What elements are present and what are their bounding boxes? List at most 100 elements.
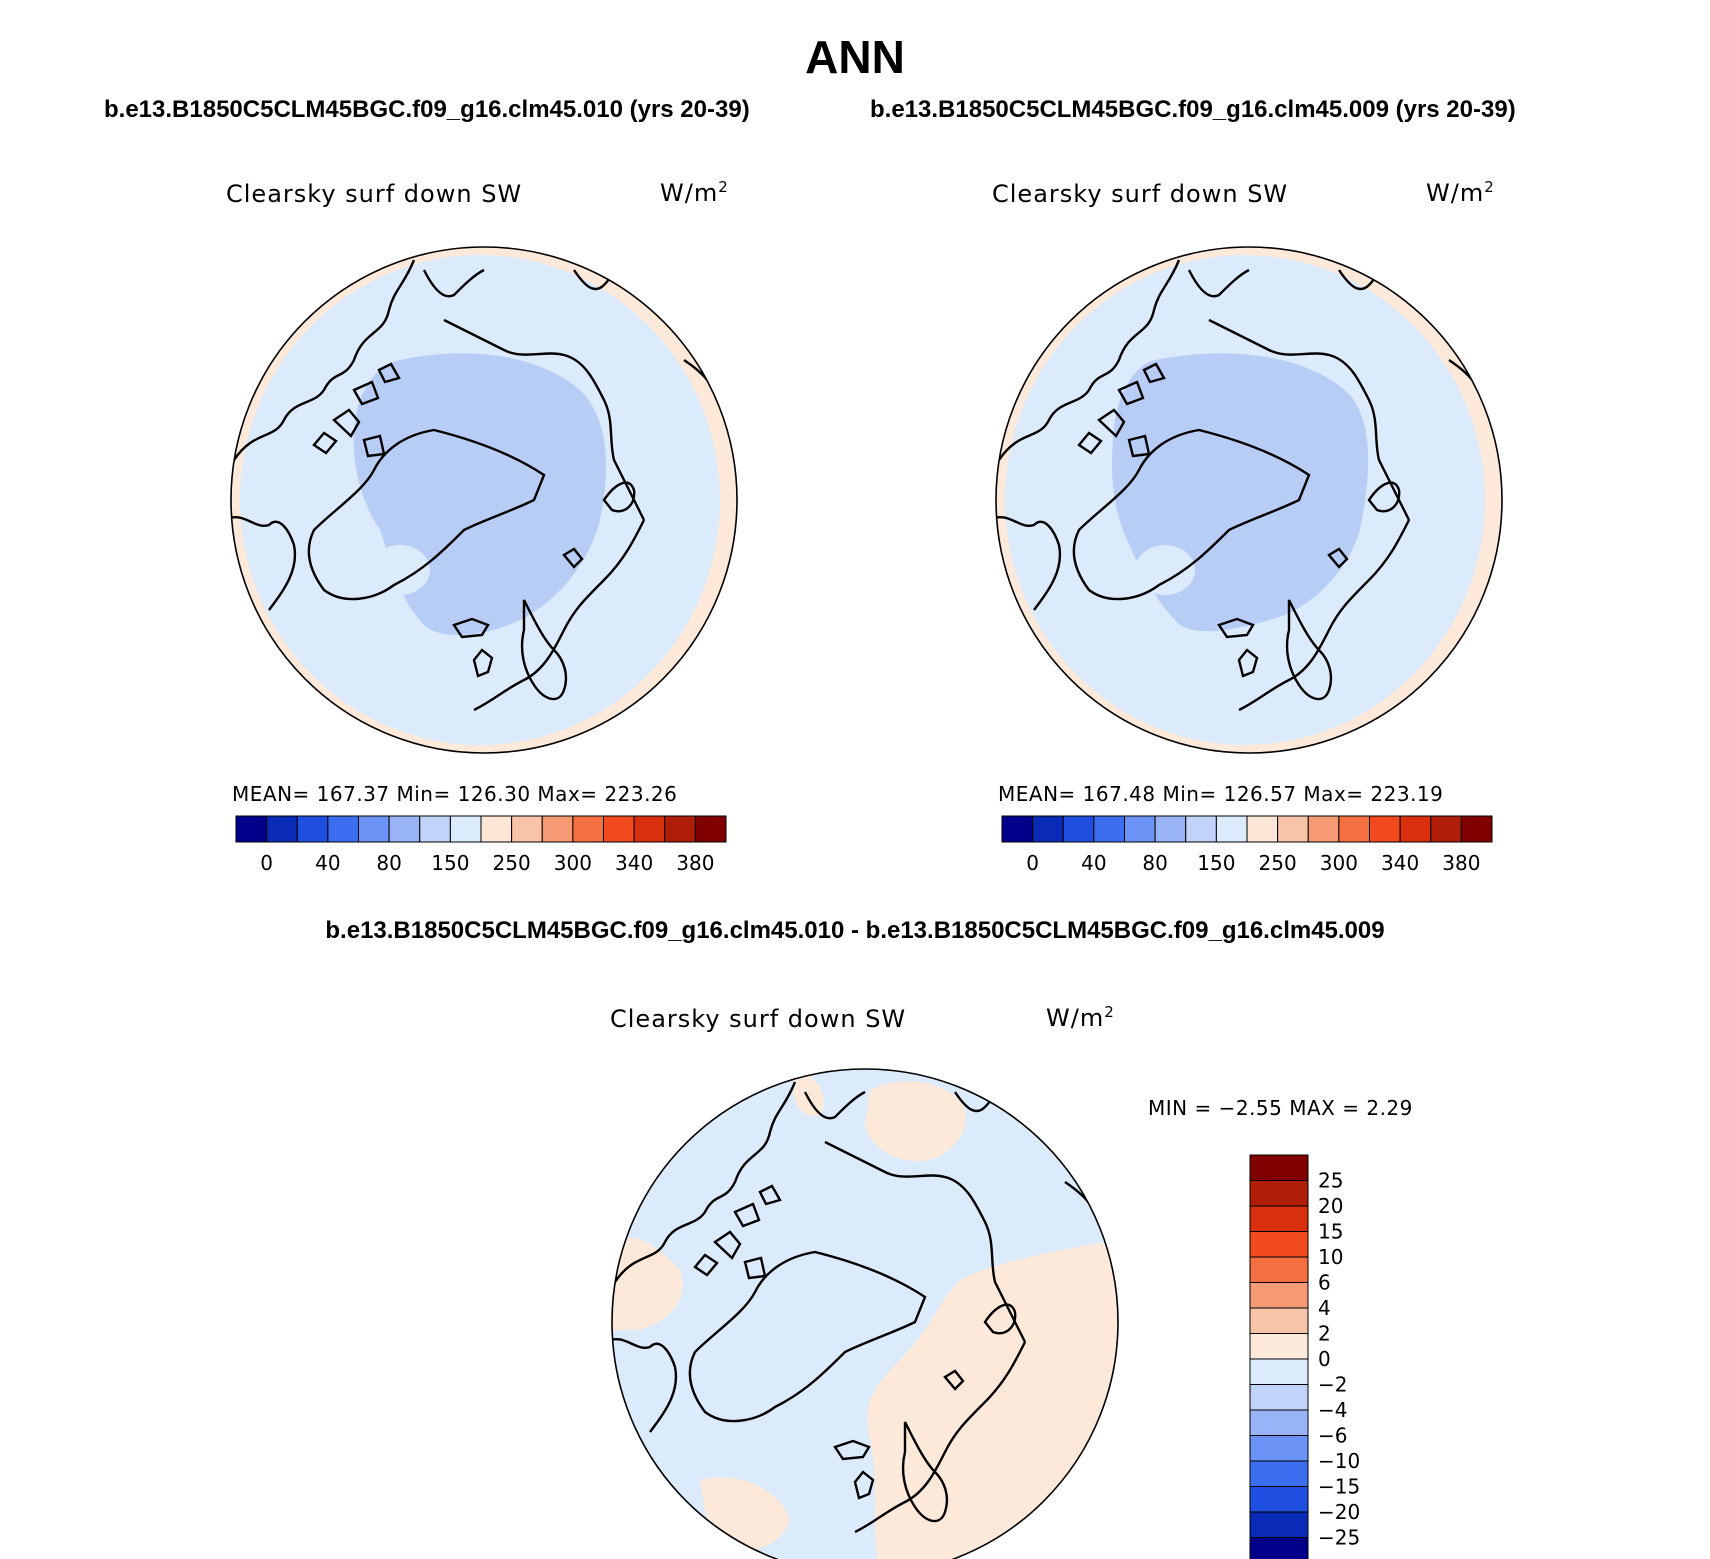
panel-1-colorbar-swatch-1 <box>266 815 298 843</box>
difference-colorbar-swatch-14 <box>1249 1511 1309 1538</box>
difference-colorbar-swatch-1 <box>1249 1180 1309 1207</box>
panel-1-colorbar: 0 40 80 150 250 300 340 380 <box>235 815 727 875</box>
difference-map-positive-region-west <box>612 1237 683 1330</box>
panel-1-colorbar-swatch-6 <box>419 815 451 843</box>
panel-2-colorbar-swatch-8 <box>1246 815 1279 843</box>
panel-1-colorbar-tick-label: 340 <box>615 851 653 875</box>
panel-1-colorbar-swatch-5 <box>388 815 421 843</box>
difference-colorbar-swatch-7 <box>1249 1333 1309 1360</box>
difference-colorbar-swatch-5 <box>1249 1282 1309 1309</box>
panel-2-colorbar-tick-label: 40 <box>1081 851 1106 875</box>
difference-colorbar-swatch-0 <box>1249 1154 1309 1181</box>
difference-colorbar-swatch-3 <box>1249 1231 1309 1258</box>
panel-1-colorbar-swatch-7 <box>449 815 482 843</box>
difference-colorbar-swatch-4 <box>1249 1256 1309 1283</box>
panel-2-colorbar-swatch-13 <box>1399 815 1432 843</box>
panel-1-colorbar-swatch-0 <box>235 815 268 843</box>
panel-2-colorbar-swatch-9 <box>1277 815 1309 843</box>
panel-2-colorbar-swatch-14 <box>1430 815 1462 843</box>
panel-1-colorbar-swatch-2 <box>296 815 329 843</box>
difference-colorbar-tick-label: −25 <box>1318 1526 1360 1550</box>
panel-1-colorbar-swatch-3 <box>327 815 359 843</box>
difference-colorbar-swatch-12 <box>1249 1460 1309 1487</box>
panel-2-colorbar-tick-label: 150 <box>1197 851 1235 875</box>
panel-1-colorbar-swatch-14 <box>664 815 696 843</box>
panel-2-colorbar-swatch-2 <box>1062 815 1095 843</box>
panel-2-colorbar-tick-label: 300 <box>1320 851 1358 875</box>
difference-colorbar-tick-label: −4 <box>1318 1398 1347 1422</box>
difference-colorbar-tick-label: 4 <box>1318 1296 1331 1320</box>
panel-1-colorbar-tick-label: 250 <box>493 851 531 875</box>
panel-1-colorbar-swatch-10 <box>541 815 574 843</box>
panel-1-colorbar-tick-label: 40 <box>315 851 340 875</box>
panel-1-colorbar-swatch-4 <box>358 815 390 843</box>
difference-colorbar-swatch-9 <box>1249 1384 1309 1411</box>
difference-colorbar-tick-label: 2 <box>1318 1322 1331 1346</box>
panel-2-colorbar-swatch-15 <box>1460 815 1493 843</box>
panel-2-colorbar-swatch-6 <box>1185 815 1217 843</box>
panel-1-colorbar-swatch-12 <box>603 815 635 843</box>
panel-2-colorbar-tick-label: 340 <box>1381 851 1419 875</box>
figure-title: ANN <box>805 31 905 83</box>
panel-1-case-title: b.e13.B1850C5CLM45BGC.f09_g16.clm45.010 … <box>104 96 750 123</box>
difference-map-positive-region-north <box>865 1081 966 1161</box>
panel-2-colorbar-tick-label: 380 <box>1442 851 1480 875</box>
panel-2-colorbar-swatch-3 <box>1093 815 1125 843</box>
difference-colorbar-tick-label: −2 <box>1318 1373 1347 1397</box>
panel-1-colorbar-swatch-8 <box>480 815 513 843</box>
difference-colorbar-swatch-6 <box>1249 1307 1309 1334</box>
panel-2-colorbar-tick-label: 250 <box>1259 851 1297 875</box>
difference-colorbar-swatch-13 <box>1249 1486 1309 1513</box>
difference-variable: Clearsky surf down SW <box>610 1005 907 1033</box>
panel-2-units: W/m2 <box>1426 178 1495 207</box>
panel-1-colorbar-tick-label: 300 <box>554 851 592 875</box>
difference-colorbar-tick-label: −10 <box>1318 1449 1360 1473</box>
panel-2-colorbar-swatch-11 <box>1338 815 1370 843</box>
panel-2-colorbar: 0 40 80 150 250 300 340 380 <box>1001 815 1493 875</box>
difference-colorbar-tick-label: −20 <box>1318 1500 1360 1524</box>
difference-colorbar-tick-label: 6 <box>1318 1271 1331 1295</box>
panel-2-colorbar-swatch-1 <box>1032 815 1064 843</box>
panel-2-colorbar-swatch-5 <box>1154 815 1187 843</box>
difference-colorbar-tick-label: 0 <box>1318 1347 1331 1371</box>
panel-1-colorbar-swatch-11 <box>572 815 604 843</box>
panel-2-colorbar-swatch-7 <box>1215 815 1248 843</box>
panel-2-colorbar-swatch-10 <box>1307 815 1340 843</box>
difference-colorbar-tick-label: 20 <box>1318 1194 1343 1218</box>
difference-colorbar-tick-label: −6 <box>1318 1424 1347 1448</box>
panel-1-colorbar-swatch-15 <box>694 815 727 843</box>
panel-2-colorbar-swatch-4 <box>1124 815 1156 843</box>
difference-units: W/m2 <box>1046 1003 1115 1032</box>
panel-2-colorbar-swatch-12 <box>1369 815 1401 843</box>
panel-1-variable: Clearsky surf down SW <box>226 180 523 208</box>
difference-title: b.e13.B1850C5CLM45BGC.f09_g16.clm45.010 … <box>325 917 1385 944</box>
difference-map <box>611 1068 1119 1559</box>
panel-1-colorbar-swatch-13 <box>633 815 666 843</box>
panel-2-case-title: b.e13.B1850C5CLM45BGC.f09_g16.clm45.009 … <box>870 96 1516 123</box>
panel-1-stats: MEAN= 167.37 Min= 126.30 Max= 223.26 <box>232 782 678 806</box>
difference-colorbar-swatch-8 <box>1249 1358 1309 1385</box>
panel-1-colorbar-tick-label: 80 <box>376 851 401 875</box>
panel-2-variable: Clearsky surf down SW <box>992 180 1289 208</box>
difference-colorbar-tick-label: 10 <box>1318 1245 1343 1269</box>
difference-colorbar-tick-label: 25 <box>1318 1169 1343 1193</box>
panel-1-colorbar-tick-label: 380 <box>676 851 714 875</box>
panel-1-units: W/m2 <box>660 178 729 207</box>
difference-minmax: MIN = −2.55 MAX = 2.29 <box>1148 1096 1413 1120</box>
difference-colorbar-swatch-11 <box>1249 1435 1309 1462</box>
difference-colorbar-tick-label: 15 <box>1318 1220 1343 1244</box>
panel-2-colorbar-tick-label: 80 <box>1142 851 1167 875</box>
difference-colorbar-tick-label: −15 <box>1318 1475 1360 1499</box>
difference-colorbar-swatch-15 <box>1249 1537 1309 1559</box>
panel-2-map <box>995 246 1503 754</box>
panel-2-colorbar-swatch-0 <box>1001 815 1034 843</box>
panel-1-colorbar-tick-label: 150 <box>431 851 469 875</box>
difference-colorbar-swatch-10 <box>1249 1409 1309 1436</box>
panel-2-stats: MEAN= 167.48 Min= 126.57 Max= 223.19 <box>998 782 1444 806</box>
panel-1-colorbar-tick-label: 0 <box>260 851 273 875</box>
panel-1-map <box>230 246 738 754</box>
difference-colorbar-swatch-2 <box>1249 1205 1309 1232</box>
panel-2-colorbar-tick-label: 0 <box>1026 851 1039 875</box>
